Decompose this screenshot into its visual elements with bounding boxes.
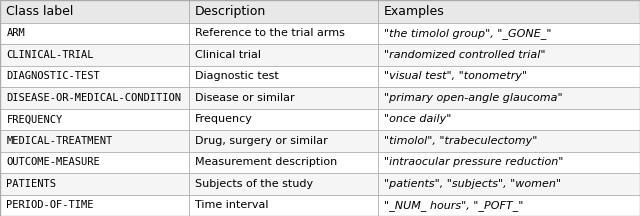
FancyBboxPatch shape <box>0 195 189 216</box>
FancyBboxPatch shape <box>378 109 640 130</box>
FancyBboxPatch shape <box>378 195 640 216</box>
Text: Drug, surgery or similar: Drug, surgery or similar <box>195 136 328 146</box>
FancyBboxPatch shape <box>189 195 378 216</box>
Text: Time interval: Time interval <box>195 200 269 210</box>
FancyBboxPatch shape <box>189 173 378 195</box>
Text: "primary open-angle glaucoma": "primary open-angle glaucoma" <box>384 93 563 103</box>
FancyBboxPatch shape <box>378 152 640 173</box>
Text: DIAGNOSTIC-TEST: DIAGNOSTIC-TEST <box>6 71 100 81</box>
FancyBboxPatch shape <box>189 152 378 173</box>
Text: "visual test", "tonometry": "visual test", "tonometry" <box>384 71 527 81</box>
FancyBboxPatch shape <box>378 130 640 152</box>
Text: FREQUENCY: FREQUENCY <box>6 114 63 124</box>
Text: Description: Description <box>195 5 266 18</box>
Text: "once daily": "once daily" <box>384 114 451 124</box>
FancyBboxPatch shape <box>378 173 640 195</box>
Text: MEDICAL-TREATMENT: MEDICAL-TREATMENT <box>6 136 113 146</box>
FancyBboxPatch shape <box>0 66 189 87</box>
FancyBboxPatch shape <box>189 87 378 109</box>
FancyBboxPatch shape <box>0 0 189 23</box>
FancyBboxPatch shape <box>0 173 189 195</box>
FancyBboxPatch shape <box>0 23 189 44</box>
Text: Frequency: Frequency <box>195 114 253 124</box>
Text: CLINICAL-TRIAL: CLINICAL-TRIAL <box>6 50 94 60</box>
FancyBboxPatch shape <box>0 152 189 173</box>
Text: "randomized controlled trial": "randomized controlled trial" <box>384 50 545 60</box>
Text: "_NUM_ hours", "_POFT_": "_NUM_ hours", "_POFT_" <box>384 200 524 211</box>
FancyBboxPatch shape <box>0 87 189 109</box>
FancyBboxPatch shape <box>189 130 378 152</box>
Text: Disease or similar: Disease or similar <box>195 93 295 103</box>
FancyBboxPatch shape <box>0 109 189 130</box>
Text: OUTCOME-MEASURE: OUTCOME-MEASURE <box>6 157 100 167</box>
FancyBboxPatch shape <box>378 87 640 109</box>
FancyBboxPatch shape <box>0 130 189 152</box>
Text: "intraocular pressure reduction": "intraocular pressure reduction" <box>384 157 563 167</box>
Text: DISEASE-OR-MEDICAL-CONDITION: DISEASE-OR-MEDICAL-CONDITION <box>6 93 181 103</box>
FancyBboxPatch shape <box>0 44 189 66</box>
Text: Measurement description: Measurement description <box>195 157 337 167</box>
FancyBboxPatch shape <box>189 0 378 23</box>
Text: Class label: Class label <box>6 5 74 18</box>
Text: "timolol", "trabeculectomy": "timolol", "trabeculectomy" <box>384 136 538 146</box>
Text: Subjects of the study: Subjects of the study <box>195 179 314 189</box>
FancyBboxPatch shape <box>378 44 640 66</box>
FancyBboxPatch shape <box>378 23 640 44</box>
FancyBboxPatch shape <box>189 44 378 66</box>
FancyBboxPatch shape <box>189 109 378 130</box>
Text: Clinical trial: Clinical trial <box>195 50 261 60</box>
FancyBboxPatch shape <box>189 66 378 87</box>
Text: Examples: Examples <box>384 5 445 18</box>
Text: Reference to the trial arms: Reference to the trial arms <box>195 28 345 38</box>
FancyBboxPatch shape <box>189 23 378 44</box>
Text: Diagnostic test: Diagnostic test <box>195 71 279 81</box>
Text: ARM: ARM <box>6 28 25 38</box>
Text: "the timolol group", "_GONE_": "the timolol group", "_GONE_" <box>384 28 552 39</box>
Text: PATIENTS: PATIENTS <box>6 179 56 189</box>
FancyBboxPatch shape <box>378 66 640 87</box>
FancyBboxPatch shape <box>378 0 640 23</box>
Text: PERIOD-OF-TIME: PERIOD-OF-TIME <box>6 200 94 210</box>
Text: "patients", "subjects", "women": "patients", "subjects", "women" <box>384 179 561 189</box>
